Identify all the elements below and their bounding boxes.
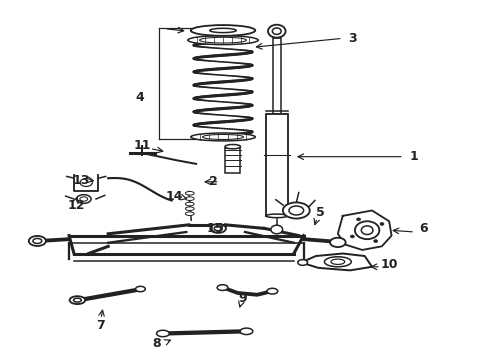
Ellipse shape [136,286,146,292]
Ellipse shape [191,25,255,36]
Text: 12: 12 [68,199,85,212]
Ellipse shape [185,212,194,216]
Text: 3: 3 [348,32,357,45]
Text: 15: 15 [207,222,224,235]
Text: 9: 9 [238,292,247,305]
Text: 10: 10 [380,258,398,271]
Ellipse shape [185,192,194,195]
Circle shape [271,225,283,234]
Ellipse shape [188,36,258,45]
Circle shape [272,28,281,35]
Ellipse shape [283,202,310,219]
Ellipse shape [185,197,194,201]
Ellipse shape [266,214,288,218]
Ellipse shape [191,133,255,141]
Ellipse shape [74,298,81,302]
Ellipse shape [298,260,308,265]
Ellipse shape [70,296,85,304]
FancyBboxPatch shape [273,38,281,114]
Ellipse shape [29,236,46,246]
Text: 8: 8 [153,337,161,350]
Ellipse shape [217,285,228,291]
Circle shape [361,226,373,234]
Ellipse shape [210,224,226,233]
Text: 1: 1 [409,150,418,163]
Ellipse shape [210,28,236,33]
Text: 7: 7 [97,319,105,332]
Ellipse shape [185,207,194,211]
Ellipse shape [157,330,169,337]
Text: 5: 5 [317,206,325,219]
Ellipse shape [80,197,88,201]
FancyBboxPatch shape [225,148,240,173]
Ellipse shape [289,206,304,215]
Circle shape [268,25,286,38]
Circle shape [350,235,354,238]
Circle shape [380,222,384,225]
Ellipse shape [214,226,222,231]
Ellipse shape [324,257,351,267]
Text: 2: 2 [209,175,218,188]
Circle shape [355,221,379,239]
Text: 11: 11 [134,139,151,152]
Ellipse shape [76,195,91,203]
Ellipse shape [225,144,241,149]
Ellipse shape [202,134,244,139]
Circle shape [374,240,378,243]
Ellipse shape [330,238,345,247]
FancyBboxPatch shape [266,114,288,216]
Ellipse shape [240,328,253,334]
Circle shape [357,218,361,221]
Text: 4: 4 [136,91,145,104]
Text: 14: 14 [166,190,183,203]
Ellipse shape [267,288,278,294]
Ellipse shape [185,202,194,206]
Ellipse shape [331,259,344,265]
Ellipse shape [80,179,92,186]
Ellipse shape [33,238,42,243]
Text: 6: 6 [419,222,428,235]
Text: 13: 13 [73,174,90,186]
Ellipse shape [199,37,246,43]
